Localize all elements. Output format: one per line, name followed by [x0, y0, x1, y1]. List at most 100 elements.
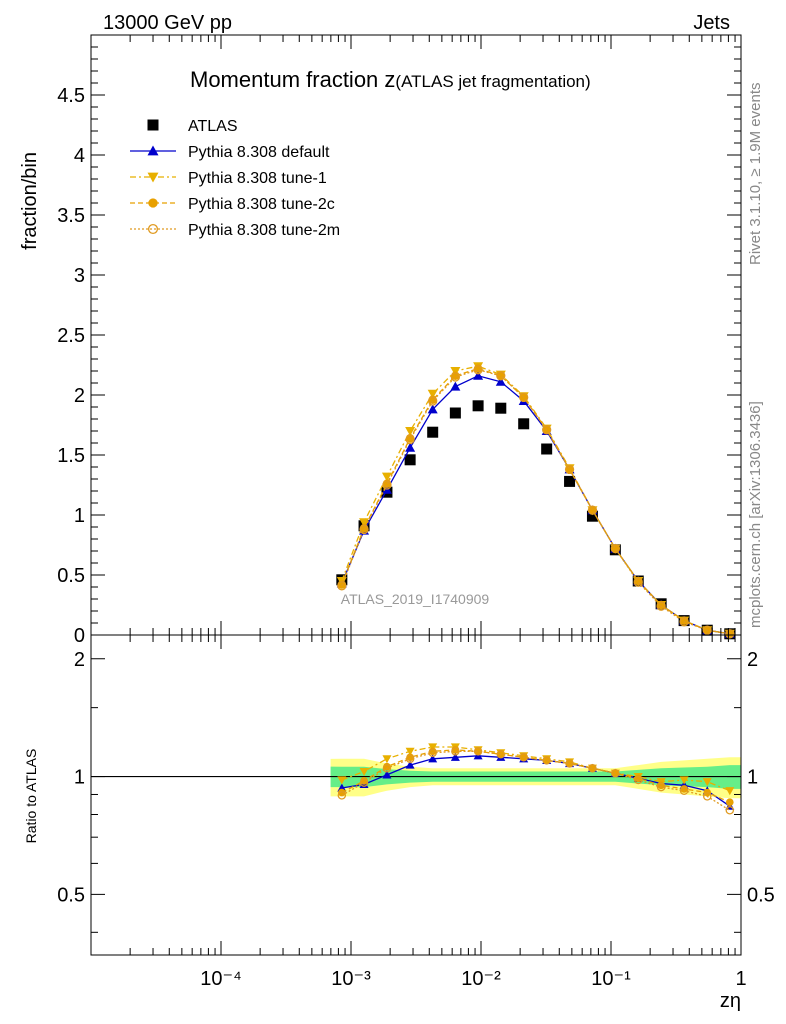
data-point — [542, 425, 552, 435]
x-tick-label: 10⁻² — [461, 968, 501, 990]
ratio-series-line — [341, 746, 731, 792]
y-tick-label: 2 — [74, 385, 85, 407]
data-point — [449, 407, 461, 419]
ratio-point — [725, 798, 734, 807]
data-point — [450, 372, 461, 382]
ratio-point — [565, 759, 574, 768]
data-point — [450, 367, 461, 376]
data-point — [495, 402, 507, 414]
data-point — [633, 577, 643, 587]
mcplots-label: mcplots.cern.ch [arXiv:1306.3436] — [747, 401, 764, 628]
ratio-point — [428, 748, 437, 758]
data-point — [586, 510, 598, 522]
ratio-y-axis-label: Ratio to ATLAS — [23, 749, 39, 844]
y-axis-label: fraction/bin — [19, 152, 41, 250]
y-tick-label: 1 — [74, 505, 85, 527]
ratio-point — [405, 760, 415, 769]
ratio-point — [611, 768, 620, 778]
data-point — [428, 396, 438, 406]
data-point — [518, 418, 530, 430]
series-4 — [337, 365, 735, 639]
plot-title: Momentum fraction z(ATLAS jet fragmentat… — [190, 67, 591, 92]
ratio-point — [450, 752, 460, 761]
y-tick-label: 2 — [74, 649, 85, 671]
ratio-point — [725, 787, 735, 796]
y-tick-label: 3 — [74, 265, 85, 287]
data-point — [679, 617, 689, 627]
ratio-point — [633, 775, 643, 785]
ratio-series-line — [341, 755, 731, 807]
x-tick-label: 10⁻³ — [331, 968, 371, 990]
ratio-point — [588, 764, 597, 773]
legend: ATLAS Pythia 8.308 default Pythia 8.308 tu… — [130, 118, 340, 239]
x-axis-label: zη — [720, 990, 741, 1012]
data-point — [382, 480, 392, 490]
ratio-point — [405, 747, 415, 756]
data-point — [404, 454, 416, 466]
y-tick-label: 3.5 — [57, 205, 85, 227]
data-point — [702, 625, 712, 635]
data-point — [405, 442, 416, 452]
data-point — [565, 465, 574, 474]
x-tick-label: 10⁻¹ — [591, 968, 631, 990]
data-point — [519, 392, 529, 403]
plot-title-sub: (ATLAS jet fragmentation) — [395, 72, 590, 91]
data-point — [450, 381, 461, 391]
data-point — [359, 518, 370, 528]
ratio-point — [405, 754, 415, 764]
y-tick-label: 1 — [74, 767, 85, 789]
data-point — [381, 472, 392, 482]
main-panel: Momentum fraction z(ATLAS jet fragmentat… — [19, 34, 742, 647]
y-tick-label: 0.5 — [57, 884, 85, 906]
ratio-point — [542, 756, 551, 765]
legend-marker — [147, 172, 159, 183]
ratio-right-tick-label: 0.5 — [747, 884, 775, 906]
data-point — [472, 400, 484, 412]
ratio-point — [359, 778, 369, 787]
data-point — [473, 365, 483, 375]
ratio-point — [382, 770, 392, 779]
data-point — [587, 505, 598, 515]
ratio-point — [382, 764, 392, 773]
data-point — [496, 371, 506, 381]
ratio-point — [451, 747, 460, 756]
ratio-point — [474, 747, 482, 756]
x-tick-label: 1 — [735, 968, 746, 990]
legend-label: ATLAS — [188, 118, 238, 135]
data-point — [495, 376, 506, 386]
legend-marker — [148, 198, 158, 208]
legend-label: Pythia 8.308 tune-1 — [188, 170, 327, 187]
data-point — [588, 505, 597, 515]
ratio-point — [337, 791, 347, 800]
data-point — [725, 629, 735, 639]
data-point — [564, 475, 576, 487]
ratio-point — [496, 750, 506, 759]
analysis-watermark: ATLAS_2019_I1740909 — [341, 591, 490, 607]
ratio-right-tick-label: 1 — [747, 767, 758, 789]
data-point — [427, 404, 438, 414]
legend-label: Pythia 8.308 tune-2m — [188, 222, 340, 239]
data-point — [405, 434, 415, 445]
legend-label: Pythia 8.308 tune-2c — [188, 196, 335, 213]
ratio-point — [337, 776, 347, 785]
plot-title-main: Momentum fraction z — [190, 67, 395, 92]
ratio-panel: 0.5 1 2 10⁻⁴ 10⁻³ 10⁻² 10⁻¹ 1 0.5 1 2 Ratio to ATL… — [23, 634, 775, 1012]
data-point — [541, 443, 553, 455]
ratio-point — [702, 792, 712, 801]
ratio-point — [565, 759, 574, 768]
ratio-point — [542, 756, 551, 765]
data-point — [427, 426, 439, 438]
ratio-right-tick-label: 2 — [747, 649, 758, 671]
ratio-point — [428, 743, 438, 752]
ratio-point — [656, 782, 666, 792]
data-point — [610, 543, 620, 554]
y-tick-label: 2.5 — [57, 325, 85, 347]
ratio-point — [679, 776, 689, 785]
y-tick-label: 4 — [74, 145, 85, 167]
ratio-point — [337, 788, 346, 797]
ratio-point — [473, 747, 483, 756]
ratio-point — [359, 767, 369, 777]
legend-label: Pythia 8.308 default — [188, 144, 330, 161]
header-left: 13000 GeV pp — [103, 12, 232, 34]
